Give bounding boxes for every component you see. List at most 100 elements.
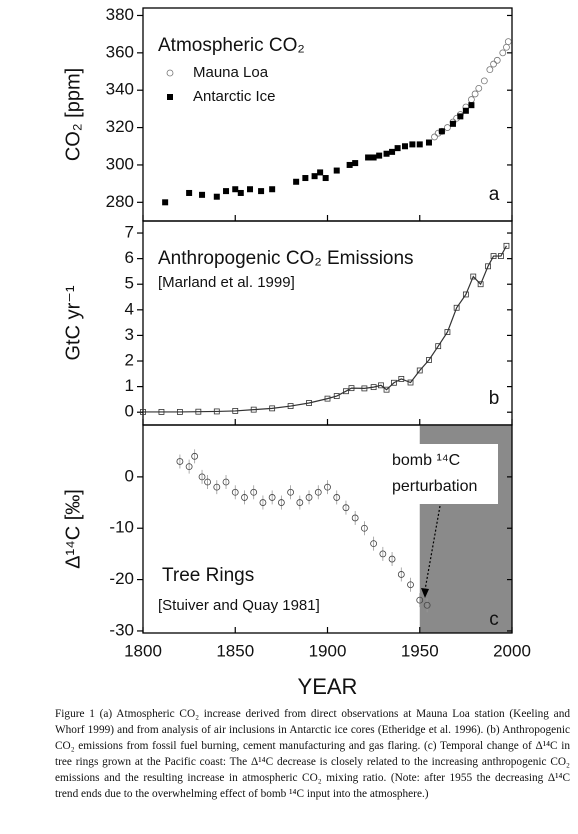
data-point xyxy=(296,499,304,506)
data-point xyxy=(438,128,445,135)
chart-subtitle: [Marland et al. 1999] xyxy=(158,274,295,291)
data-point xyxy=(199,191,206,198)
data-point xyxy=(213,193,220,200)
annotation-box xyxy=(380,444,498,504)
data-point xyxy=(370,540,378,548)
data-point xyxy=(293,178,300,185)
x-tick-label: 1900 xyxy=(309,641,347,660)
data-point xyxy=(348,385,355,392)
panel-label: a xyxy=(489,184,500,205)
chart-subtitle: [Stuiver and Quay 1981] xyxy=(158,597,320,614)
data-point xyxy=(435,343,442,350)
data-point xyxy=(490,60,497,68)
data-point xyxy=(287,488,295,496)
data-point xyxy=(383,150,390,157)
y-tick-label: 6 xyxy=(125,248,134,267)
data-point xyxy=(247,186,254,193)
data-point xyxy=(416,596,424,604)
data-point xyxy=(351,514,359,522)
data-point xyxy=(425,139,432,146)
x-tick-label: 1800 xyxy=(124,641,162,660)
y-tick-label: 5 xyxy=(125,274,134,293)
y-axis-label: CO₂ [ppm] xyxy=(62,68,84,161)
data-point xyxy=(232,408,239,414)
y-tick-label: 7 xyxy=(125,223,134,242)
data-point xyxy=(333,167,340,174)
data-point xyxy=(388,555,396,563)
x-tick-label: 2000 xyxy=(493,641,531,660)
y-tick-label: 3 xyxy=(125,325,134,344)
data-point xyxy=(346,161,353,168)
data-point xyxy=(306,400,312,406)
y-tick-label: 1 xyxy=(125,376,134,395)
data-point xyxy=(416,367,423,374)
data-point xyxy=(391,379,397,386)
data-point xyxy=(311,173,318,180)
y-tick-label: 380 xyxy=(106,5,134,24)
data-point xyxy=(426,357,432,363)
y-axis-label: GtC yr⁻¹ xyxy=(62,285,84,360)
data-point xyxy=(409,141,416,148)
data-point xyxy=(407,581,414,589)
data-point xyxy=(471,90,479,98)
legend-marker xyxy=(167,94,173,100)
data-point xyxy=(322,175,329,182)
data-point xyxy=(305,494,313,501)
y-tick-label: -30 xyxy=(109,620,134,639)
data-point xyxy=(333,393,340,399)
data-point xyxy=(317,169,324,176)
data-point xyxy=(394,145,401,152)
data-point xyxy=(462,107,469,114)
data-point xyxy=(397,571,405,578)
data-point xyxy=(250,488,258,496)
chart-title: Anthropogenic CO₂ Emissions xyxy=(158,248,414,269)
data-point xyxy=(258,188,265,195)
chart-title: Tree Rings xyxy=(162,565,254,586)
y-tick-label: 320 xyxy=(106,117,134,136)
data-point xyxy=(398,376,405,382)
data-point xyxy=(401,143,408,150)
data-point xyxy=(389,148,396,155)
y-tick-label: 4 xyxy=(125,299,134,318)
data-point xyxy=(191,452,199,460)
data-point xyxy=(140,409,146,415)
y-tick-label: 0 xyxy=(125,466,134,485)
data-point xyxy=(176,409,183,415)
data-point xyxy=(176,458,184,465)
y-tick-label: 2 xyxy=(125,350,134,369)
data-point xyxy=(232,186,239,193)
data-point xyxy=(485,263,491,270)
y-tick-label: 360 xyxy=(106,42,134,61)
data-point xyxy=(480,77,488,85)
data-point xyxy=(342,504,350,512)
data-point xyxy=(365,154,372,161)
data-point xyxy=(195,408,202,415)
data-point xyxy=(186,189,193,196)
data-point xyxy=(503,43,510,51)
data-point xyxy=(222,478,230,486)
data-point xyxy=(231,488,239,496)
data-point xyxy=(259,499,267,506)
data-point xyxy=(269,186,276,193)
data-point xyxy=(493,56,501,64)
chart-title: Atmospheric CO₂ xyxy=(158,35,305,56)
annotation: perturbation xyxy=(392,478,477,495)
data-point xyxy=(423,601,431,609)
data-point xyxy=(462,291,469,298)
data-point xyxy=(185,463,193,471)
data-point xyxy=(376,152,383,159)
legend-label: Mauna Loa xyxy=(193,64,269,81)
panel-label: c xyxy=(489,609,499,630)
data-point xyxy=(352,160,359,167)
data-point xyxy=(213,408,220,415)
legend-marker xyxy=(166,69,174,77)
data-point xyxy=(470,273,477,280)
data-point xyxy=(444,124,451,131)
data-point xyxy=(314,488,322,496)
data-point xyxy=(475,84,483,92)
data-point xyxy=(370,154,377,161)
data-point xyxy=(241,494,248,501)
data-point xyxy=(444,329,451,335)
data-point xyxy=(333,494,341,501)
